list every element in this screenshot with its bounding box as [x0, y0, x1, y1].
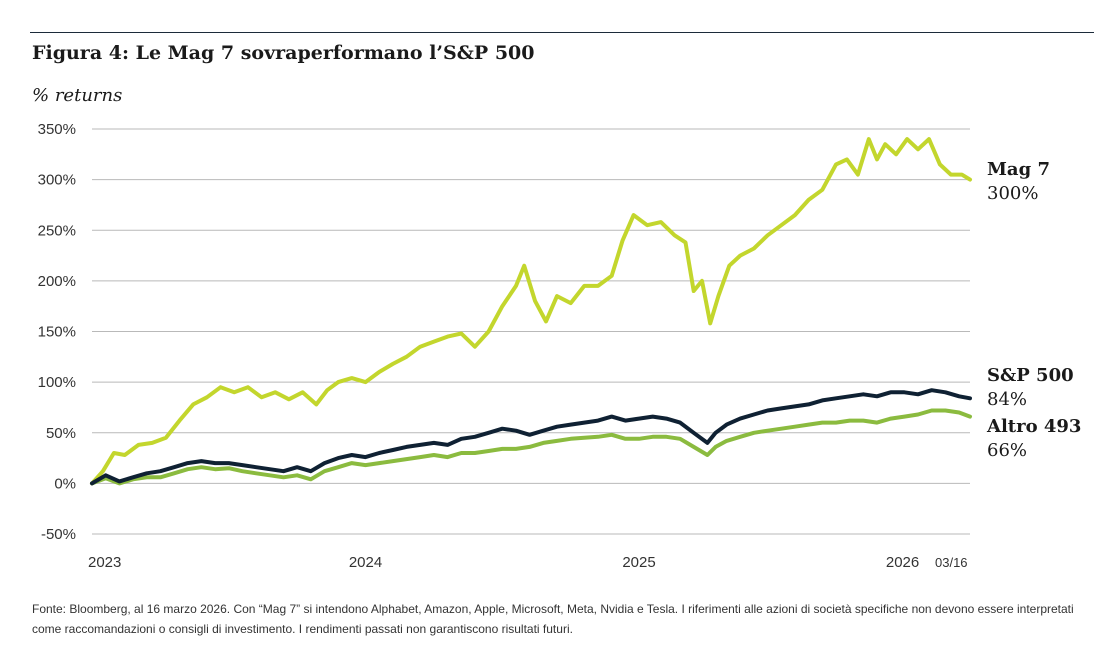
y-tick-label: 350% [38, 121, 76, 138]
series-value-label: 84% [987, 389, 1027, 410]
line-chart: 350%300%250%200%150%100%50%0%-50% 2023 20… [38, 121, 1082, 571]
chart-title: Figura 4: Le Mag 7 sovraperformano l’S&P… [32, 42, 535, 64]
x-axis-ticks: 2023 2024 2025 2026 03/16 [88, 554, 968, 571]
series-lines [90, 137, 972, 486]
series-name-label: Mag 7 [987, 159, 1050, 180]
series-value-label: 66% [987, 440, 1027, 461]
series-end-labels: Mag 7 300% S&P 500 84% Altro 493 66% [986, 159, 1081, 461]
y-axis-ticks: 350% 300% 250% 200% 150% 100% 50% 0% -50% [38, 121, 76, 543]
y-tick-label: 100% [38, 374, 76, 391]
grid-lines [92, 128, 970, 535]
y-tick-label: -50% [41, 526, 76, 543]
series-name-label: S&P 500 [987, 365, 1074, 386]
x-tick-label: 2025 [622, 554, 655, 571]
y-tick-label: 300% [38, 172, 76, 189]
series-line-mag-7 [90, 137, 972, 486]
y-tick-label: 250% [38, 222, 76, 239]
top-rule [30, 32, 1094, 33]
y-tick-label: 200% [38, 273, 76, 290]
series-line-altro-493 [90, 408, 972, 486]
source-note: Fonte: Bloomberg, al 16 marzo 2026. Con … [32, 602, 1074, 636]
x-tick-label: 2026 [886, 554, 919, 571]
series-line-s-p-500 [90, 388, 972, 486]
series-name-label: Altro 493 [986, 416, 1081, 437]
x-tick-label: 2024 [349, 554, 382, 571]
x-tick-label: 2023 [88, 554, 121, 571]
y-tick-label: 50% [46, 425, 76, 442]
y-tick-label: 0% [54, 475, 76, 492]
end-date-label: 03/16 [935, 555, 968, 570]
chart-subtitle: % returns [32, 85, 123, 106]
series-value-label: 300% [987, 183, 1038, 204]
y-tick-label: 150% [38, 324, 76, 341]
